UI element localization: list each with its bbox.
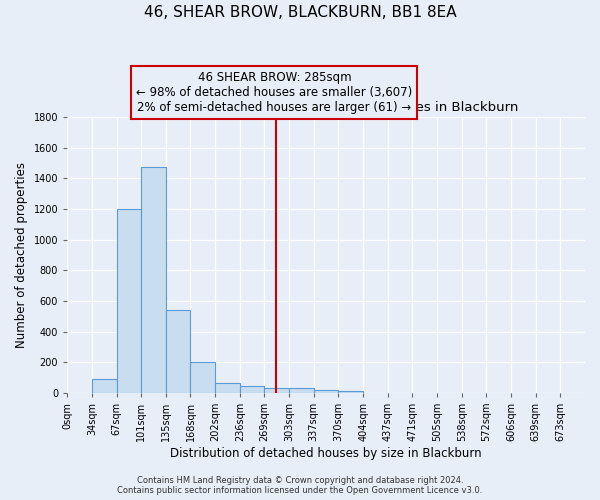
Y-axis label: Number of detached properties: Number of detached properties bbox=[15, 162, 28, 348]
Bar bbox=[92, 379, 116, 393]
Title: Size of property relative to detached houses in Blackburn: Size of property relative to detached ho… bbox=[134, 102, 518, 114]
Bar bbox=[215, 383, 240, 393]
Bar bbox=[338, 392, 363, 393]
Bar bbox=[141, 168, 166, 393]
X-axis label: Distribution of detached houses by size in Blackburn: Distribution of detached houses by size … bbox=[170, 447, 482, 460]
Bar bbox=[166, 310, 190, 393]
Bar bbox=[190, 362, 215, 393]
Text: 46 SHEAR BROW: 285sqm
← 98% of detached houses are smaller (3,607)
2% of semi-de: 46 SHEAR BROW: 285sqm ← 98% of detached … bbox=[136, 71, 412, 114]
Bar bbox=[265, 388, 289, 393]
Text: Contains HM Land Registry data © Crown copyright and database right 2024.
Contai: Contains HM Land Registry data © Crown c… bbox=[118, 476, 482, 495]
Bar bbox=[289, 388, 314, 393]
Bar bbox=[314, 390, 338, 393]
Text: 46, SHEAR BROW, BLACKBURN, BB1 8EA: 46, SHEAR BROW, BLACKBURN, BB1 8EA bbox=[143, 5, 457, 20]
Bar bbox=[116, 209, 141, 393]
Bar bbox=[240, 386, 265, 393]
